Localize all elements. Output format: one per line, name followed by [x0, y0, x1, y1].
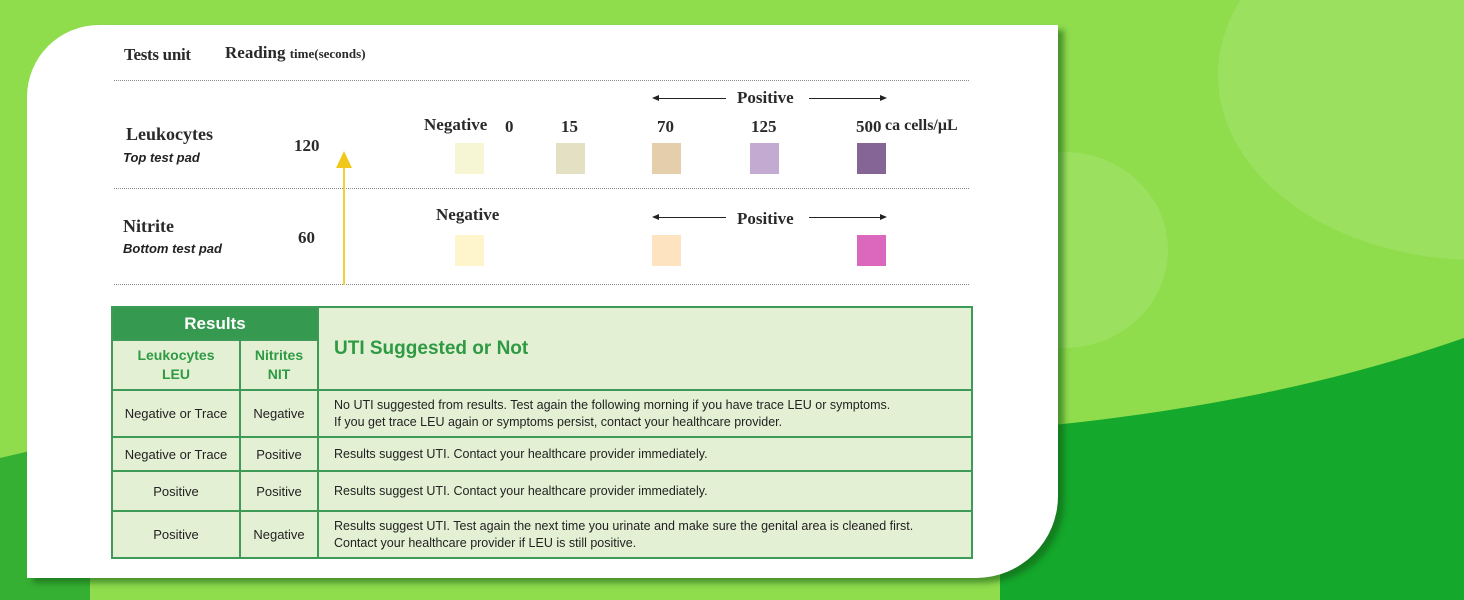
leukocytes-value-500: 500: [856, 117, 882, 136]
leukocytes-swatch-15: [556, 143, 585, 174]
leukocytes-negative-label: Negative: [424, 115, 488, 134]
leukocytes-swatch-500: [857, 143, 886, 174]
table-row: Negative or Trace Negative No UTI sugges…: [111, 389, 973, 438]
leukocytes-swatch-125: [750, 143, 779, 174]
nit-cell: Negative: [239, 510, 319, 559]
description-cell: Results suggest UTI. Contact your health…: [317, 436, 973, 472]
leukocytes-value-0: 0: [505, 117, 514, 136]
leukocytes-header-line1: Leukocytes: [137, 347, 215, 363]
leukocytes-value-70: 70: [657, 117, 674, 136]
leukocytes-value-15: 15: [561, 117, 578, 136]
arrow-right-icon: [809, 214, 887, 220]
reading-time-header: Reading time(seconds): [225, 43, 366, 63]
test-guide-card: Tests unit Reading time(seconds) Leukocy…: [27, 25, 1058, 578]
tests-unit-header: Tests unit: [124, 45, 191, 64]
nitrite-time: 60: [298, 228, 315, 247]
leukocytes-header-line2: LEU: [162, 366, 190, 382]
reading-direction-arrow: [343, 162, 345, 285]
table-row: Positive Positive Results suggest UTI. C…: [111, 470, 973, 512]
nit-cell: Positive: [239, 470, 319, 512]
nitrites-header-line2: NIT: [267, 366, 291, 382]
description-cell: Results suggest UTI. Contact your health…: [317, 470, 973, 512]
results-header: Results: [111, 306, 319, 341]
divider: [114, 284, 969, 285]
leukocytes-label: Leukocytes: [126, 124, 213, 144]
nitrite-label: Nitrite: [123, 216, 174, 236]
leukocytes-time: 120: [294, 136, 320, 155]
description-cell: No UTI suggested from results. Test agai…: [317, 389, 973, 438]
table-row: Positive Negative Results suggest UTI. T…: [111, 510, 973, 559]
leukocytes-swatch-70: [652, 143, 681, 174]
leu-cell: Positive: [111, 510, 241, 559]
leukocytes-positive-label: Positive: [737, 88, 794, 107]
divider: [114, 80, 969, 81]
description-line: No UTI suggested from results. Test agai…: [334, 397, 891, 412]
leukocytes-swatch-0: [455, 143, 484, 174]
description-cell: Results suggest UTI. Test again the next…: [317, 510, 973, 559]
uti-header: UTI Suggested or Not: [317, 306, 973, 391]
description-line: Contact your healthcare provider if LEU …: [334, 535, 637, 550]
nitrite-swatch-positive-high: [857, 235, 886, 266]
nitrites-column-header: Nitrites NIT: [239, 339, 319, 391]
nit-cell: Positive: [239, 436, 319, 472]
nitrite-positive-label: Positive: [737, 209, 794, 228]
divider: [114, 188, 969, 189]
nit-cell: Negative: [239, 389, 319, 438]
leu-cell: Negative or Trace: [111, 436, 241, 472]
arrow-up-icon: [336, 151, 352, 168]
description-line: If you get trace LEU again or symptoms p…: [334, 414, 783, 429]
description-line: Results suggest UTI. Test again the next…: [334, 518, 914, 533]
table-row: Negative or Trace Positive Results sugge…: [111, 436, 973, 472]
leukocytes-sub: Top test pad: [123, 150, 200, 165]
arrow-left-icon: [652, 214, 726, 220]
nitrite-swatch-negative: [455, 235, 484, 266]
nitrite-swatch-positive-low: [652, 235, 681, 266]
reading-label: Reading: [225, 43, 286, 62]
reading-unit: time(seconds): [289, 46, 366, 61]
arrow-left-icon: [652, 95, 726, 101]
leukocytes-column-header: Leukocytes LEU: [111, 339, 241, 391]
leu-cell: Positive: [111, 470, 241, 512]
results-table: Results UTI Suggested or Not Leukocytes L…: [111, 306, 973, 559]
nitrite-negative-label: Negative: [436, 205, 500, 224]
nitrites-header-line1: Nitrites: [254, 347, 304, 363]
leukocytes-value-125: 125: [751, 117, 777, 136]
leukocytes-unit: ca cells/μL: [885, 117, 958, 134]
arrow-right-icon: [809, 95, 887, 101]
nitrite-sub: Bottom test pad: [123, 241, 222, 256]
leu-cell: Negative or Trace: [111, 389, 241, 438]
